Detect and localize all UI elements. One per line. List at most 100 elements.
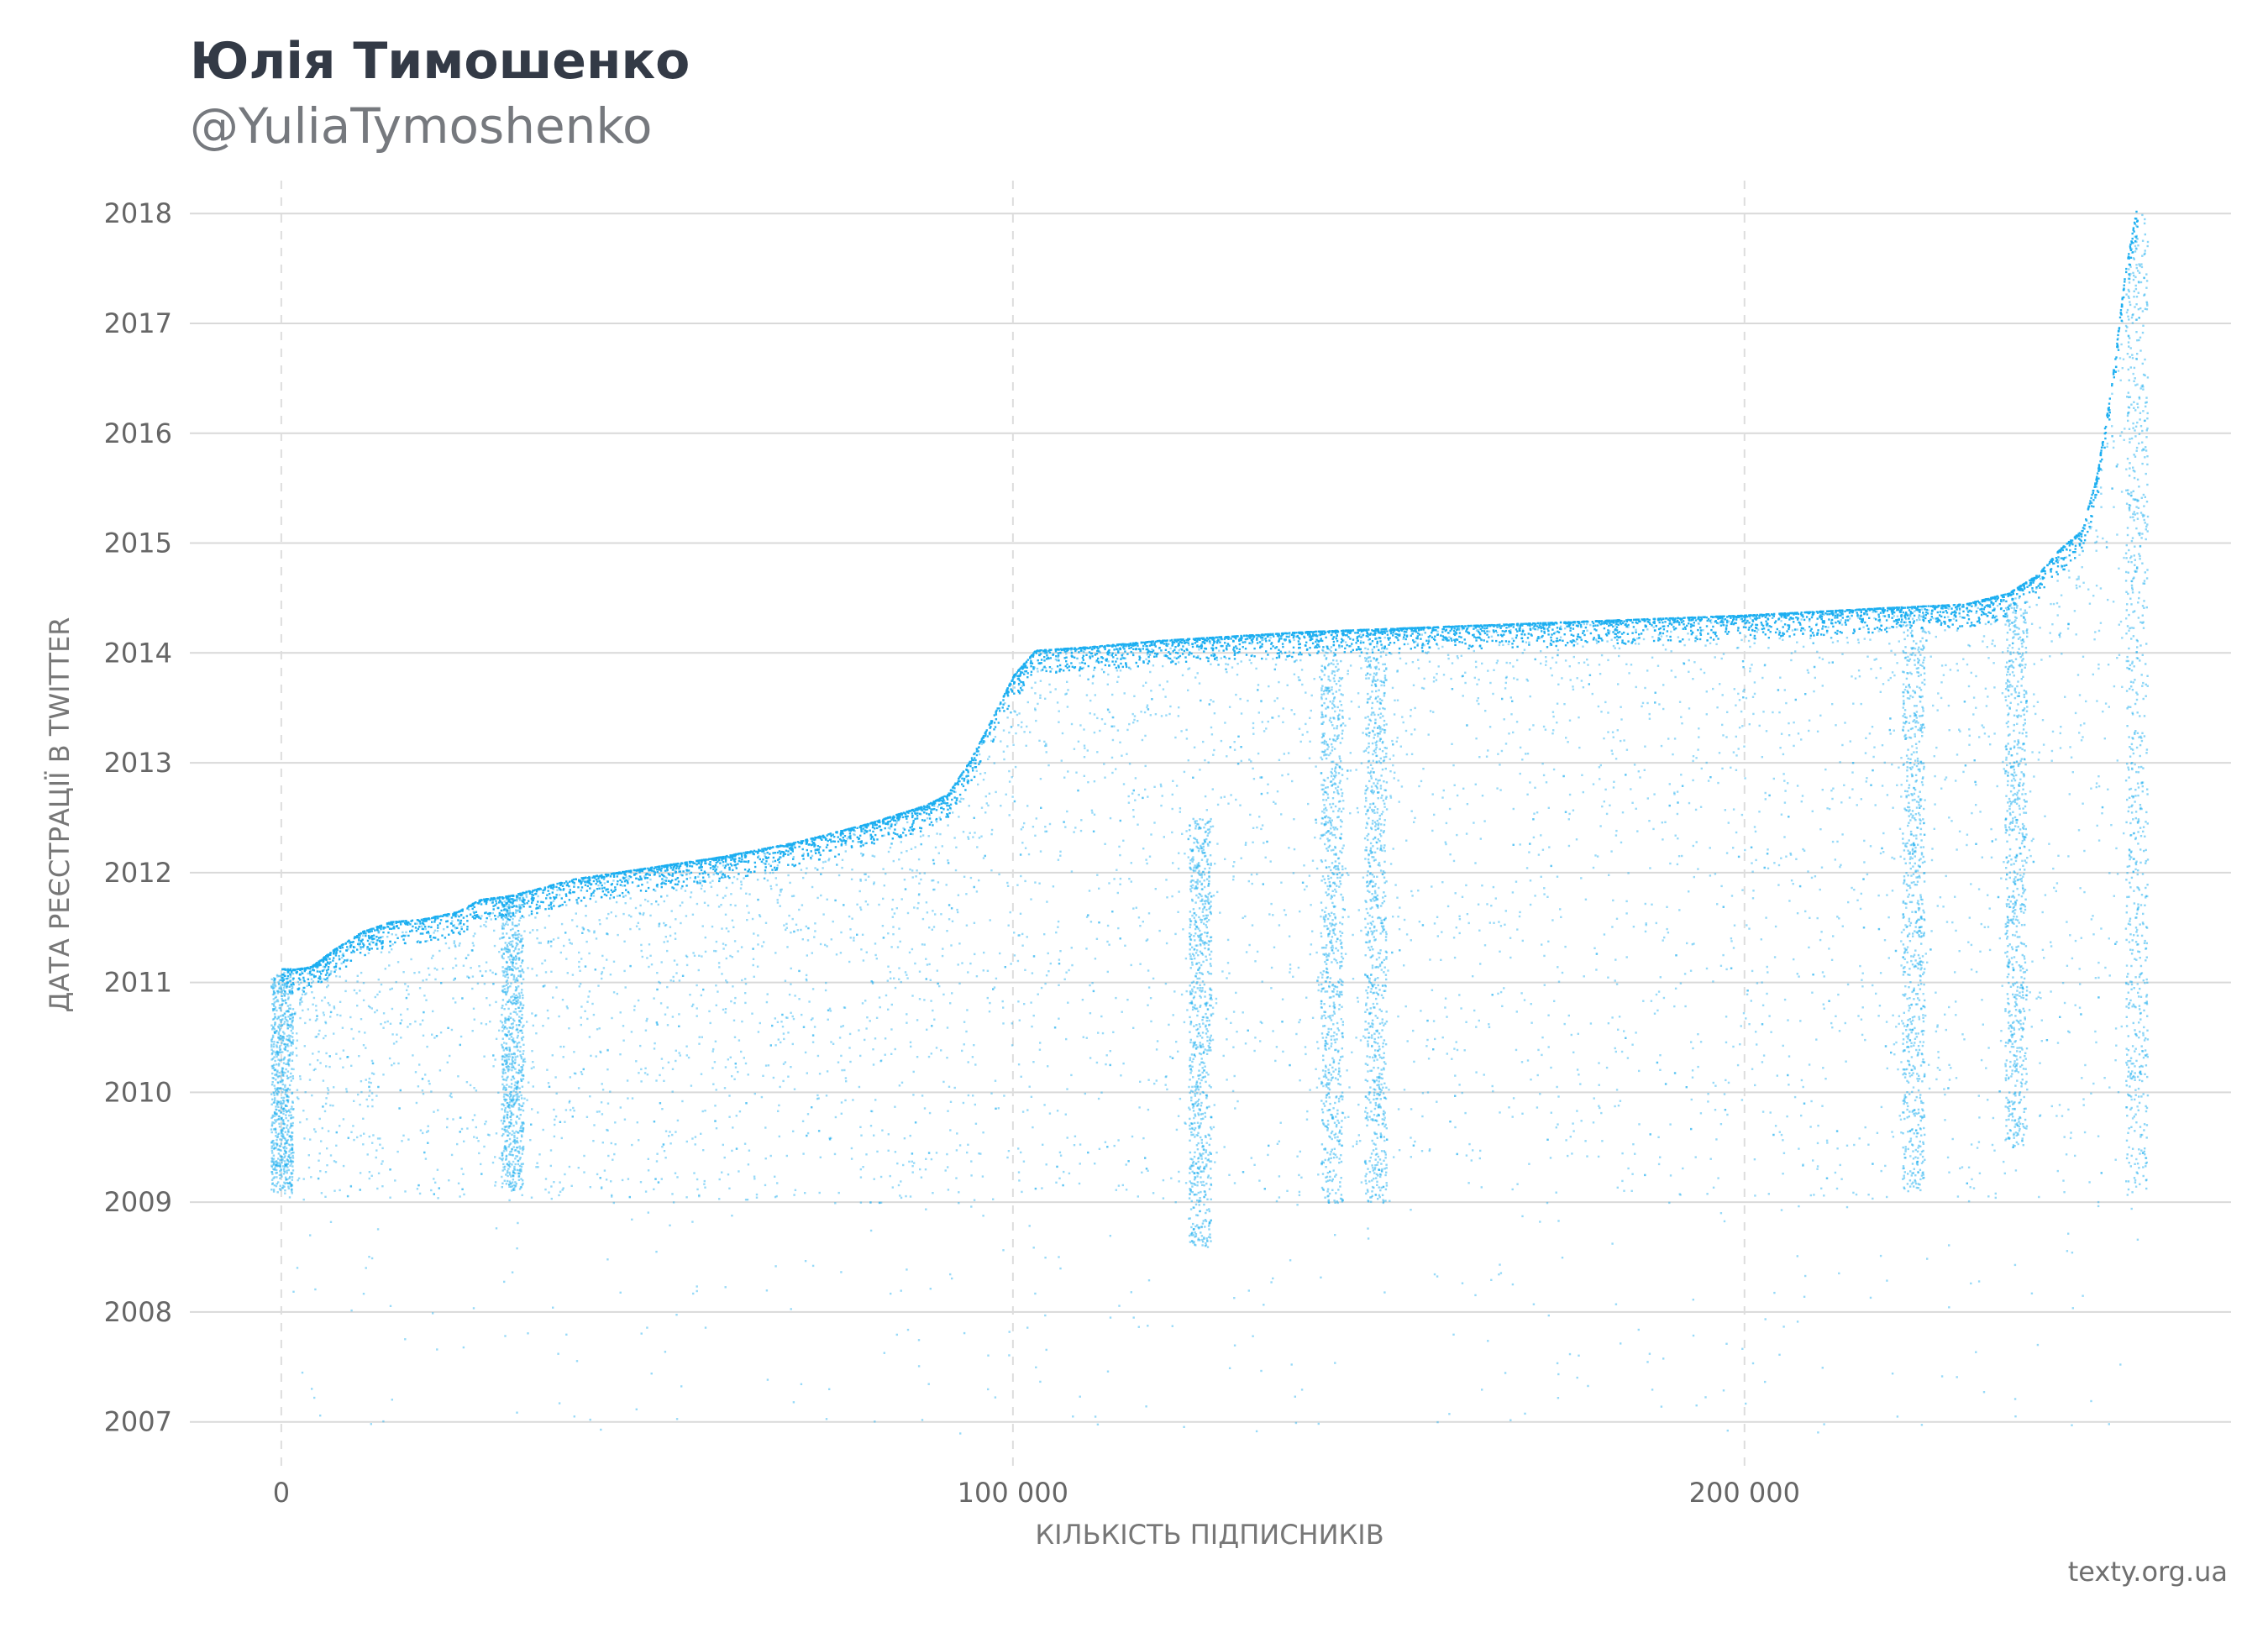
data-point xyxy=(720,856,722,858)
data-point xyxy=(725,858,727,861)
data-point xyxy=(1156,653,1159,655)
data-point xyxy=(1839,611,1841,614)
data-point xyxy=(740,853,743,857)
data-point xyxy=(1414,629,1416,633)
data-point xyxy=(1927,605,1929,607)
data-point xyxy=(297,968,299,970)
data-point xyxy=(1895,606,1898,609)
data-point xyxy=(641,869,643,873)
data-point xyxy=(1416,637,1419,640)
data-point xyxy=(1359,642,1362,644)
data-point xyxy=(942,797,945,801)
data-point xyxy=(918,807,921,810)
data-point xyxy=(1902,606,1905,609)
data-point xyxy=(1298,643,1300,646)
data-point xyxy=(1815,611,1819,613)
data-point xyxy=(1203,642,1206,644)
data-point xyxy=(1226,635,1230,638)
data-point xyxy=(437,917,439,920)
data-point xyxy=(1135,661,1137,664)
data-point xyxy=(1568,623,1572,626)
data-point xyxy=(1767,613,1770,616)
data-point xyxy=(1046,654,1048,657)
data-point xyxy=(1540,622,1542,625)
data-point xyxy=(928,806,931,810)
data-point xyxy=(1331,631,1334,633)
data-point xyxy=(316,962,318,964)
data-point xyxy=(1234,652,1236,655)
data-point xyxy=(1300,653,1303,656)
data-point xyxy=(672,887,675,890)
data-point xyxy=(623,880,627,883)
data-point xyxy=(1605,634,1609,637)
data-point xyxy=(842,832,844,835)
data-point xyxy=(774,869,777,871)
data-point xyxy=(1057,654,1060,657)
data-point xyxy=(1065,660,1068,663)
data-point xyxy=(565,895,568,897)
data-point xyxy=(1172,660,1174,663)
data-point xyxy=(1495,639,1498,643)
data-point xyxy=(349,959,352,962)
data-point xyxy=(537,900,539,903)
data-point xyxy=(672,866,675,869)
data-point xyxy=(1614,629,1616,632)
data-point xyxy=(957,783,959,786)
data-point xyxy=(1900,616,1903,618)
data-point xyxy=(1915,608,1918,612)
data-point xyxy=(1632,638,1635,641)
data-point xyxy=(1893,606,1895,609)
data-point xyxy=(1054,648,1058,651)
data-point xyxy=(1891,617,1893,619)
data-point xyxy=(372,941,375,944)
data-point xyxy=(2129,256,2133,259)
data-point xyxy=(1521,630,1524,633)
data-point xyxy=(558,882,561,885)
data-point xyxy=(1625,620,1629,622)
data-point xyxy=(1677,617,1680,619)
data-point xyxy=(925,808,927,811)
data-point xyxy=(1674,617,1677,620)
data-point xyxy=(770,847,773,849)
data-point xyxy=(2128,263,2131,266)
data-point xyxy=(974,766,978,769)
data-point xyxy=(1063,649,1066,652)
data-point xyxy=(1465,628,1468,631)
data-point xyxy=(1357,628,1359,632)
data-point xyxy=(2061,557,2065,559)
data-point xyxy=(1282,633,1284,635)
data-point xyxy=(1961,625,1964,627)
data-point xyxy=(422,932,424,935)
data-point xyxy=(2070,542,2073,544)
data-point xyxy=(830,849,832,852)
data-point xyxy=(1487,624,1489,627)
data-point xyxy=(1389,652,1391,654)
data-point xyxy=(1273,635,1275,638)
data-point xyxy=(1279,650,1282,653)
data-point xyxy=(1117,651,1120,654)
data-point xyxy=(1442,636,1446,638)
data-point xyxy=(407,923,409,926)
data-point xyxy=(597,877,600,880)
data-point xyxy=(1786,630,1788,633)
data-point xyxy=(1018,690,1021,693)
data-point xyxy=(1188,654,1190,656)
data-point xyxy=(530,898,533,900)
data-point xyxy=(375,926,378,928)
data-point xyxy=(1735,622,1737,624)
data-point xyxy=(1128,647,1131,649)
data-point xyxy=(2003,596,2005,598)
data-point xyxy=(1193,655,1195,658)
data-point xyxy=(659,874,661,878)
data-point xyxy=(1309,647,1311,649)
data-point xyxy=(810,856,812,859)
data-point xyxy=(612,896,615,899)
data-point xyxy=(1580,638,1583,641)
data-point xyxy=(1785,612,1788,616)
data-point xyxy=(1319,633,1322,637)
data-point xyxy=(1112,644,1115,647)
data-point xyxy=(510,898,513,900)
data-point xyxy=(1826,613,1829,616)
data-point xyxy=(1428,646,1431,649)
data-point xyxy=(936,799,938,801)
